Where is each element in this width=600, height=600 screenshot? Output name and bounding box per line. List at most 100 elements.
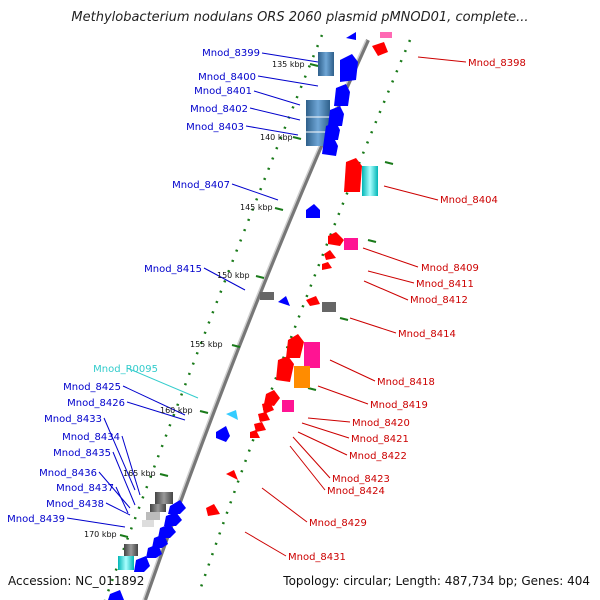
gene-arrow — [278, 296, 290, 306]
gene-label-Mnod_8437: Mnod_8437 — [56, 483, 114, 494]
gene-label-Mnod_8418: Mnod_8418 — [377, 377, 435, 388]
gene-arrow — [226, 470, 238, 480]
gene-block — [118, 556, 134, 570]
accession-label: Accession: NC_011892 — [8, 574, 145, 588]
gene-arrow — [168, 500, 186, 514]
inner-tick-ring — [103, 34, 324, 600]
gene-arrow — [340, 54, 358, 82]
gene-arrow — [322, 138, 338, 156]
scale-ticks — [119, 63, 394, 538]
gene-arrow — [344, 158, 362, 192]
gene-block — [362, 166, 378, 196]
scale-label-140: 140 kbp — [260, 133, 293, 142]
gene-block — [318, 52, 334, 76]
gene-label-Mnod_8426: Mnod_8426 — [67, 398, 125, 409]
gene-label-Mnod_8414: Mnod_8414 — [398, 329, 456, 340]
scale-label-155: 155 kbp — [190, 340, 223, 349]
left-gene-labels: Mnod_8399 Mnod_8400 Mnod_8401 Mnod_8402 … — [7, 48, 260, 525]
gene-label-Mnod_8439: Mnod_8439 — [7, 514, 65, 525]
gene-arrow — [328, 106, 344, 126]
gene-label-Mnod_8412: Mnod_8412 — [410, 295, 468, 306]
gene-label-Mnod_8401: Mnod_8401 — [194, 86, 252, 97]
gene-arrow — [262, 402, 274, 414]
gene-arrow — [250, 430, 260, 438]
gene-block — [155, 492, 173, 504]
right-gene-labels: Mnod_8398 Mnod_8404 Mnod_8409 Mnod_8411 … — [288, 58, 526, 563]
gene-arrow — [346, 32, 356, 40]
gene-arrow — [328, 232, 344, 246]
gene-label-Mnod_8398: Mnod_8398 — [468, 58, 526, 69]
gene-block — [124, 544, 138, 556]
scale-labels: 135 kbp 140 kbp 145 kbp 150 kbp 155 kbp … — [84, 60, 305, 539]
gene-label-Mnod_8411: Mnod_8411 — [416, 279, 474, 290]
gene-label-Mnod_R0095: Mnod_R0095 — [93, 364, 158, 375]
scale-label-135: 135 kbp — [272, 60, 305, 69]
gene-arrow — [324, 122, 340, 140]
gene-arrow — [164, 512, 182, 526]
gene-arrow — [134, 556, 150, 572]
gene-label-Mnod_8424: Mnod_8424 — [327, 486, 385, 497]
gene-block — [294, 366, 310, 388]
gene-label-Mnod_8419: Mnod_8419 — [370, 400, 428, 411]
gene-arrow — [276, 356, 294, 382]
gene-label-Mnod_8433: Mnod_8433 — [44, 414, 102, 425]
gene-label-Mnod_8420: Mnod_8420 — [352, 418, 410, 429]
gene-arrow — [322, 262, 332, 270]
gene-label-Mnod_8407: Mnod_8407 — [172, 180, 230, 191]
gene-arrow — [206, 504, 220, 516]
gene-label-Mnod_8423: Mnod_8423 — [332, 474, 390, 485]
gene-arrow — [286, 334, 304, 358]
gene-arrow — [254, 422, 266, 432]
gene-label-Mnod_8425: Mnod_8425 — [63, 382, 121, 393]
gene-arrow — [306, 204, 320, 218]
gene-label-Mnod_8438: Mnod_8438 — [46, 499, 104, 510]
gene-arrow — [324, 250, 336, 260]
gene-block — [260, 292, 274, 300]
right-leader-lines — [244, 56, 467, 557]
gene-block — [304, 342, 320, 368]
gene-label-Mnod_8421: Mnod_8421 — [351, 434, 409, 445]
map-title: Methylobacterium nodulans ORS 2060 plasm… — [71, 10, 529, 25]
gene-arrow — [264, 390, 280, 406]
gene-arrow — [146, 544, 162, 558]
gene-label-Mnod_8402: Mnod_8402 — [190, 104, 248, 115]
gene-block — [322, 302, 336, 312]
summary-label: Topology: circular; Length: 487,734 bp; … — [283, 574, 590, 588]
gene-label-Mnod_8431: Mnod_8431 — [288, 552, 346, 563]
gene-arrow — [216, 426, 230, 442]
gene-label-Mnod_8422: Mnod_8422 — [349, 451, 407, 462]
gene-label-Mnod_8400: Mnod_8400 — [198, 72, 256, 83]
gene-block — [344, 238, 358, 250]
gene-label-Mnod_8399: Mnod_8399 — [202, 48, 260, 59]
scale-label-160: 160 kbp — [160, 406, 193, 415]
gene-arrow — [152, 534, 168, 548]
gene-label-Mnod_8404: Mnod_8404 — [440, 195, 498, 206]
scale-label-170: 170 kbp — [84, 530, 117, 539]
left-leader-lines — [66, 52, 319, 528]
gene-block — [146, 512, 160, 520]
gene-arrow — [108, 590, 124, 600]
gene-arrow — [158, 524, 176, 538]
gene-block — [282, 400, 294, 412]
scale-label-145: 145 kbp — [240, 203, 273, 212]
gene-label-Mnod_8434: Mnod_8434 — [62, 432, 120, 443]
gene-arrow — [334, 84, 350, 106]
gene-label-Mnod_8409: Mnod_8409 — [421, 263, 479, 274]
gene-arrow — [306, 296, 320, 306]
gene-block — [380, 32, 392, 38]
gene-arrow — [226, 410, 238, 420]
gene-label-Mnod_8435: Mnod_8435 — [53, 448, 111, 459]
scale-label-165: 165 kbp — [123, 469, 156, 478]
scale-label-150: 150 kbp — [217, 271, 250, 280]
gene-label-Mnod_8403: Mnod_8403 — [186, 122, 244, 133]
outer-gene-track — [206, 32, 392, 516]
gene-label-Mnod_8436: Mnod_8436 — [39, 468, 97, 479]
gene-label-Mnod_8429: Mnod_8429 — [309, 518, 367, 529]
gene-arrow — [258, 412, 270, 422]
inner-gene-track — [108, 32, 358, 600]
gene-arrow — [372, 42, 388, 56]
gene-block — [142, 520, 154, 527]
gene-block — [150, 504, 166, 512]
gene-label-Mnod_8415: Mnod_8415 — [144, 264, 202, 275]
